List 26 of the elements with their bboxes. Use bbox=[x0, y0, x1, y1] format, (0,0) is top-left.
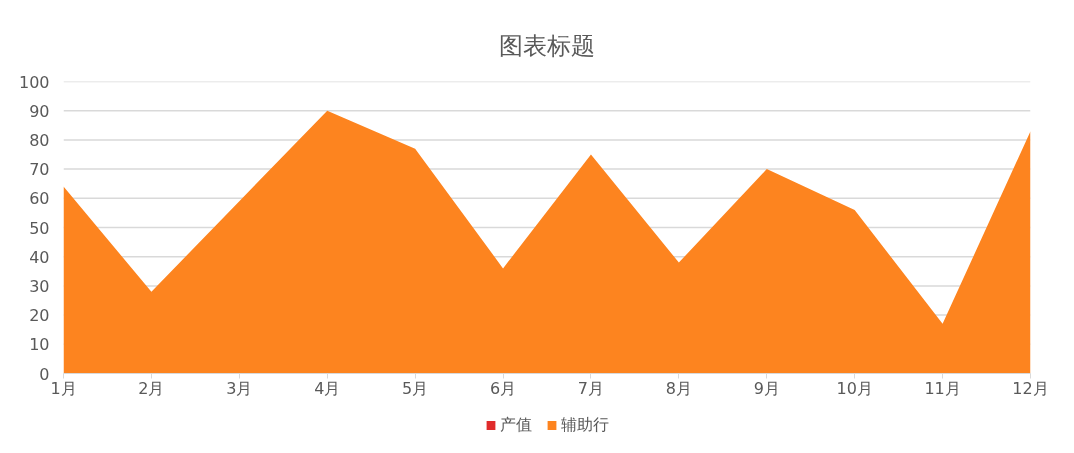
x-tick-label: 2月 bbox=[138, 378, 165, 398]
legend-label: 辅助行 bbox=[560, 414, 609, 436]
y-tick-label: 0 bbox=[39, 364, 50, 384]
x-tick-label: 5月 bbox=[402, 378, 429, 398]
chart-title: 图表标题 bbox=[499, 31, 595, 60]
y-tick-label: 90 bbox=[29, 101, 50, 121]
x-tick-label: 10月 bbox=[836, 378, 873, 398]
y-tick-label: 40 bbox=[29, 247, 50, 267]
y-tick-label: 30 bbox=[29, 276, 50, 296]
y-tick-label: 80 bbox=[29, 130, 50, 150]
y-tick-label: 100 bbox=[18, 72, 50, 92]
x-tick-label: 9月 bbox=[753, 378, 780, 398]
y-tick-label: 20 bbox=[29, 306, 50, 326]
y-tick-label: 10 bbox=[29, 335, 50, 355]
x-tick-label: 8月 bbox=[665, 378, 692, 398]
x-tick-label: 3月 bbox=[226, 378, 253, 398]
x-tick-label: 4月 bbox=[314, 378, 341, 398]
x-tick-label: 12月 bbox=[1012, 378, 1049, 398]
x-tick-label: 1月 bbox=[50, 378, 77, 398]
x-tick-label: 7月 bbox=[577, 378, 605, 398]
y-tick-label: 70 bbox=[29, 160, 50, 180]
x-tick-label: 6月 bbox=[489, 378, 517, 398]
x-tick-label: 11月 bbox=[924, 378, 961, 398]
y-tick-label: 60 bbox=[29, 189, 50, 209]
y-tick-label: 50 bbox=[29, 218, 50, 238]
legend-label: 产值 bbox=[499, 414, 532, 436]
